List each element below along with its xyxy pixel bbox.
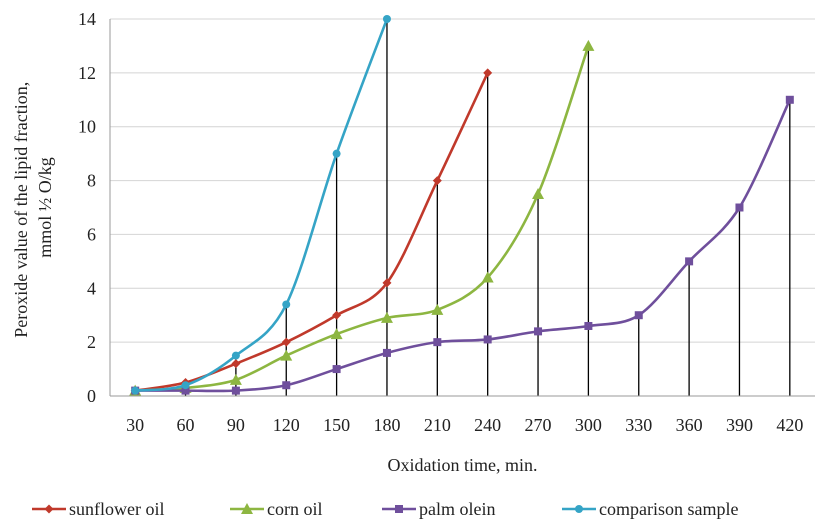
data-point [532,188,545,200]
data-point [481,271,494,283]
data-point [584,321,593,330]
x-tick-label: 420 [776,415,803,435]
data-point [634,311,643,320]
x-tick-label: 60 [177,415,195,435]
x-tick-labels: 30 60 90 120 150 180 210 240 270 300 330 360 390 420 [126,415,803,435]
y-tick-labels: 0 2 4 6 8 10 12 14 [78,9,96,406]
series-palm-olein [131,95,794,395]
data-point [432,176,442,186]
y-tick-label: 4 [87,278,96,298]
data-point [330,328,343,340]
legend-item: sunflower oil [32,499,164,519]
data-point [534,327,543,336]
data-point [332,310,342,320]
data-point [332,149,341,158]
series-group [129,15,794,396]
data-point [231,351,240,360]
series-line [135,45,590,392]
x-tick-label: 180 [373,415,400,435]
data-point [282,381,291,390]
x-tick-label: 360 [676,415,703,435]
y-tick-label: 10 [78,117,96,137]
legend-label: palm olein [419,499,495,519]
data-point [785,95,794,104]
data-point [131,386,140,395]
legend-item: corn oil [230,499,323,519]
data-point [483,335,492,344]
axes [109,19,815,397]
data-point [231,386,240,395]
data-point [380,311,393,323]
data-point [582,39,595,51]
y-tick-label: 14 [78,9,96,29]
series-line [135,18,389,392]
data-point [483,68,493,78]
x-tick-label: 270 [525,415,552,435]
legend-label: comparison sample [599,499,738,519]
legend-swatch-marker [395,505,403,513]
y-tick-label: 12 [78,63,96,83]
x-tick-label: 300 [575,415,602,435]
data-point [229,373,242,385]
y-tick-label: 8 [87,171,96,191]
legend-item: comparison sample [562,499,738,519]
legend-label: sunflower oil [69,499,164,519]
y-tick-label: 2 [87,332,96,352]
data-point [431,303,444,315]
y-axis-title-line-2: mmol ½ O/kg [35,157,55,258]
data-point [382,278,392,288]
x-tick-label: 30 [126,415,144,435]
x-axis-title: Oxidation time, min. [388,455,538,475]
y-axis-title-line-1: Peroxide value of the lipid fraction, [11,82,31,338]
legend: sunflower oil corn oil palm olein compariso… [32,499,738,519]
data-point [735,203,744,212]
legend-swatch-marker [575,505,583,513]
legend-swatch-marker [44,504,54,514]
data-point [382,348,391,357]
data-point [433,338,442,347]
x-tick-label: 240 [474,415,501,435]
legend-swatch-marker [241,503,253,514]
x-tick-label: 390 [726,415,753,435]
data-point [181,386,190,395]
legend-label: corn oil [267,499,323,519]
drop-lines [134,19,791,396]
data-point [282,300,291,309]
x-tick-label: 120 [273,415,300,435]
data-point [281,337,291,347]
x-tick-label: 210 [424,415,451,435]
legend-item: palm olein [382,499,495,519]
y-axis-title: Peroxide value of the lipid fraction, mm… [11,77,55,337]
data-point [382,15,391,23]
y-tick-label: 0 [87,386,96,406]
series-comparison-sample [131,15,391,395]
x-tick-label: 90 [227,415,245,435]
gridlines [110,18,815,343]
series-line [135,99,791,393]
data-point [332,365,341,374]
data-point [280,349,293,361]
y-tick-label: 6 [87,224,96,244]
data-point [181,381,190,390]
data-point [685,257,694,266]
data-point [231,359,241,369]
x-tick-label: 330 [625,415,652,435]
x-tick-label: 150 [323,415,350,435]
